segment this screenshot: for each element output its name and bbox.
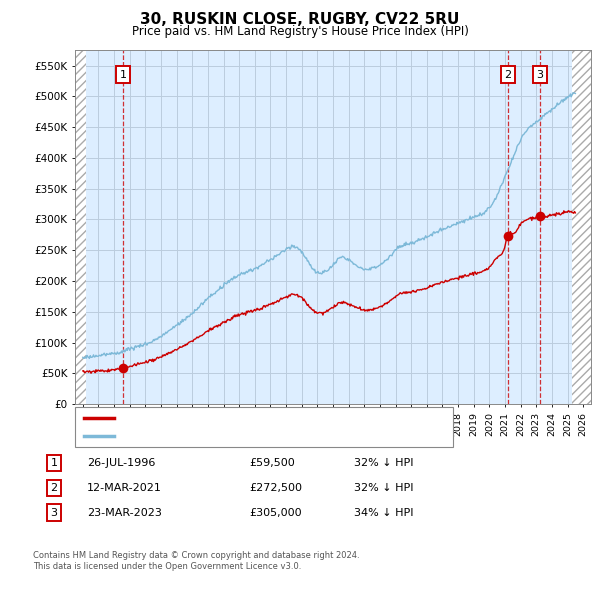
Text: 30, RUSKIN CLOSE, RUGBY, CV22 5RU: 30, RUSKIN CLOSE, RUGBY, CV22 5RU [140, 12, 460, 27]
Text: 1: 1 [119, 70, 127, 80]
Text: £59,500: £59,500 [249, 458, 295, 468]
Text: This data is licensed under the Open Government Licence v3.0.: This data is licensed under the Open Gov… [33, 562, 301, 571]
Text: 3: 3 [536, 70, 543, 80]
Text: Price paid vs. HM Land Registry's House Price Index (HPI): Price paid vs. HM Land Registry's House … [131, 25, 469, 38]
Text: 12-MAR-2021: 12-MAR-2021 [87, 483, 162, 493]
Text: 23-MAR-2023: 23-MAR-2023 [87, 508, 162, 517]
Text: 1: 1 [50, 458, 58, 468]
Text: 32% ↓ HPI: 32% ↓ HPI [354, 458, 413, 468]
Text: Contains HM Land Registry data © Crown copyright and database right 2024.: Contains HM Land Registry data © Crown c… [33, 552, 359, 560]
Text: 2: 2 [50, 483, 58, 493]
Text: 2: 2 [505, 70, 512, 80]
Text: £305,000: £305,000 [249, 508, 302, 517]
Text: 34% ↓ HPI: 34% ↓ HPI [354, 508, 413, 517]
Text: 26-JUL-1996: 26-JUL-1996 [87, 458, 155, 468]
Text: 3: 3 [50, 508, 58, 517]
Text: 32% ↓ HPI: 32% ↓ HPI [354, 483, 413, 493]
Text: £272,500: £272,500 [249, 483, 302, 493]
Text: 30, RUSKIN CLOSE, RUGBY, CV22 5RU (detached house): 30, RUSKIN CLOSE, RUGBY, CV22 5RU (detac… [120, 414, 412, 424]
Text: HPI: Average price, detached house, Rugby: HPI: Average price, detached house, Rugb… [120, 431, 346, 441]
